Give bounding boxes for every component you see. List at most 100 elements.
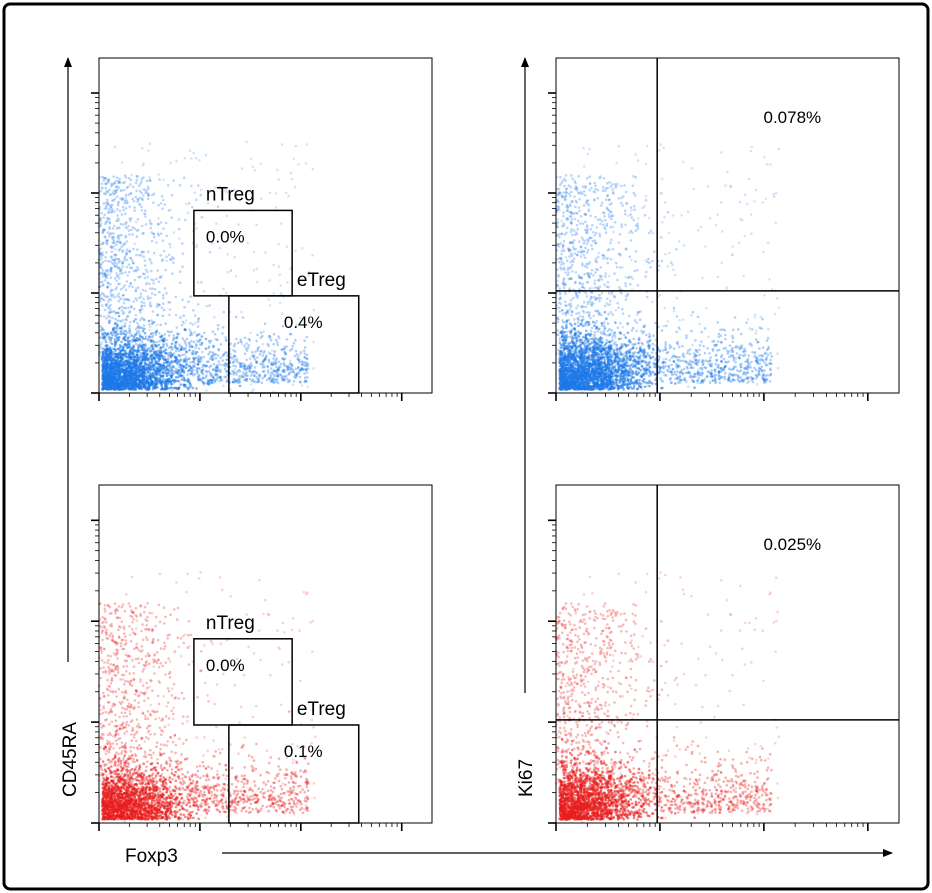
event-point <box>292 341 296 345</box>
event-point <box>238 369 242 373</box>
event-point <box>304 367 308 371</box>
event-point <box>282 358 286 362</box>
event-point <box>167 379 170 383</box>
event-point <box>100 347 103 350</box>
scatter-points <box>97 140 316 394</box>
event-point <box>187 300 190 304</box>
event-point <box>126 185 130 188</box>
event-point <box>185 349 188 353</box>
event-point <box>255 280 259 284</box>
event-point <box>119 359 122 363</box>
event-point <box>169 245 172 249</box>
event-point <box>113 338 117 342</box>
event-point <box>114 254 118 257</box>
event-point <box>651 355 655 359</box>
event-point <box>124 349 127 352</box>
event-point <box>233 367 237 371</box>
event-point <box>255 267 259 271</box>
event-point <box>150 383 154 386</box>
event-point <box>184 341 187 345</box>
event-point <box>120 213 124 216</box>
event-point <box>278 273 282 276</box>
event-point <box>162 178 165 182</box>
event-point <box>274 192 278 195</box>
event-point <box>124 196 128 199</box>
event-point <box>194 346 197 350</box>
event-point <box>246 241 249 245</box>
event-point <box>158 331 161 335</box>
event-point <box>267 298 270 301</box>
event-point <box>178 281 182 285</box>
event-point <box>164 221 168 225</box>
event-point <box>266 342 270 346</box>
event-point <box>226 253 229 256</box>
event-point <box>120 309 124 313</box>
event-point <box>145 353 149 357</box>
event-point <box>142 194 145 197</box>
event-point <box>150 332 153 336</box>
event-point <box>261 342 265 346</box>
event-point <box>178 183 182 187</box>
event-point <box>164 268 167 272</box>
event-point <box>221 354 225 358</box>
event-point <box>143 331 147 335</box>
event-point <box>282 347 286 351</box>
event-point <box>293 186 297 189</box>
event-point <box>105 348 108 352</box>
event-point <box>277 242 280 246</box>
event-point <box>104 259 107 263</box>
event-point <box>107 337 110 341</box>
event-point <box>269 338 273 342</box>
event-point <box>195 245 198 249</box>
event-point <box>248 370 251 373</box>
event-point <box>114 247 117 251</box>
event-point <box>116 234 120 238</box>
event-point <box>122 208 125 212</box>
event-point <box>109 347 113 351</box>
event-point <box>110 387 113 391</box>
event-point <box>165 255 168 259</box>
event-point <box>255 223 258 227</box>
event-point <box>142 250 146 254</box>
event-point <box>129 192 133 195</box>
event-point <box>172 352 176 355</box>
event-point <box>118 282 121 286</box>
event-point <box>104 372 108 375</box>
event-point <box>139 311 142 314</box>
event-point <box>135 362 138 366</box>
event-point <box>124 207 128 210</box>
event-point <box>158 290 161 294</box>
event-point <box>139 275 142 279</box>
event-point <box>165 342 168 346</box>
event-point <box>191 351 194 355</box>
event-point <box>186 211 190 214</box>
event-point <box>100 253 103 257</box>
event-point <box>164 367 167 370</box>
event-point <box>115 188 119 192</box>
event-point <box>182 383 185 387</box>
event-point <box>109 245 113 248</box>
event-point <box>150 239 154 243</box>
event-point <box>111 327 115 331</box>
event-point <box>161 239 165 242</box>
event-point <box>146 149 150 152</box>
event-point <box>124 271 127 274</box>
event-point <box>222 384 225 388</box>
event-point <box>190 157 193 160</box>
event-point <box>168 308 172 311</box>
event-point <box>304 376 307 379</box>
event-point <box>170 348 174 352</box>
event-point <box>122 329 125 333</box>
event-point <box>234 378 237 382</box>
event-point <box>142 297 145 301</box>
event-point <box>283 375 286 378</box>
event-point <box>125 364 129 367</box>
event-point <box>252 380 255 384</box>
event-point <box>134 368 138 372</box>
event-point <box>106 285 110 289</box>
event-point <box>139 386 143 390</box>
event-point <box>190 371 193 375</box>
event-point <box>290 347 294 351</box>
event-point <box>185 363 188 366</box>
event-point <box>149 339 153 343</box>
